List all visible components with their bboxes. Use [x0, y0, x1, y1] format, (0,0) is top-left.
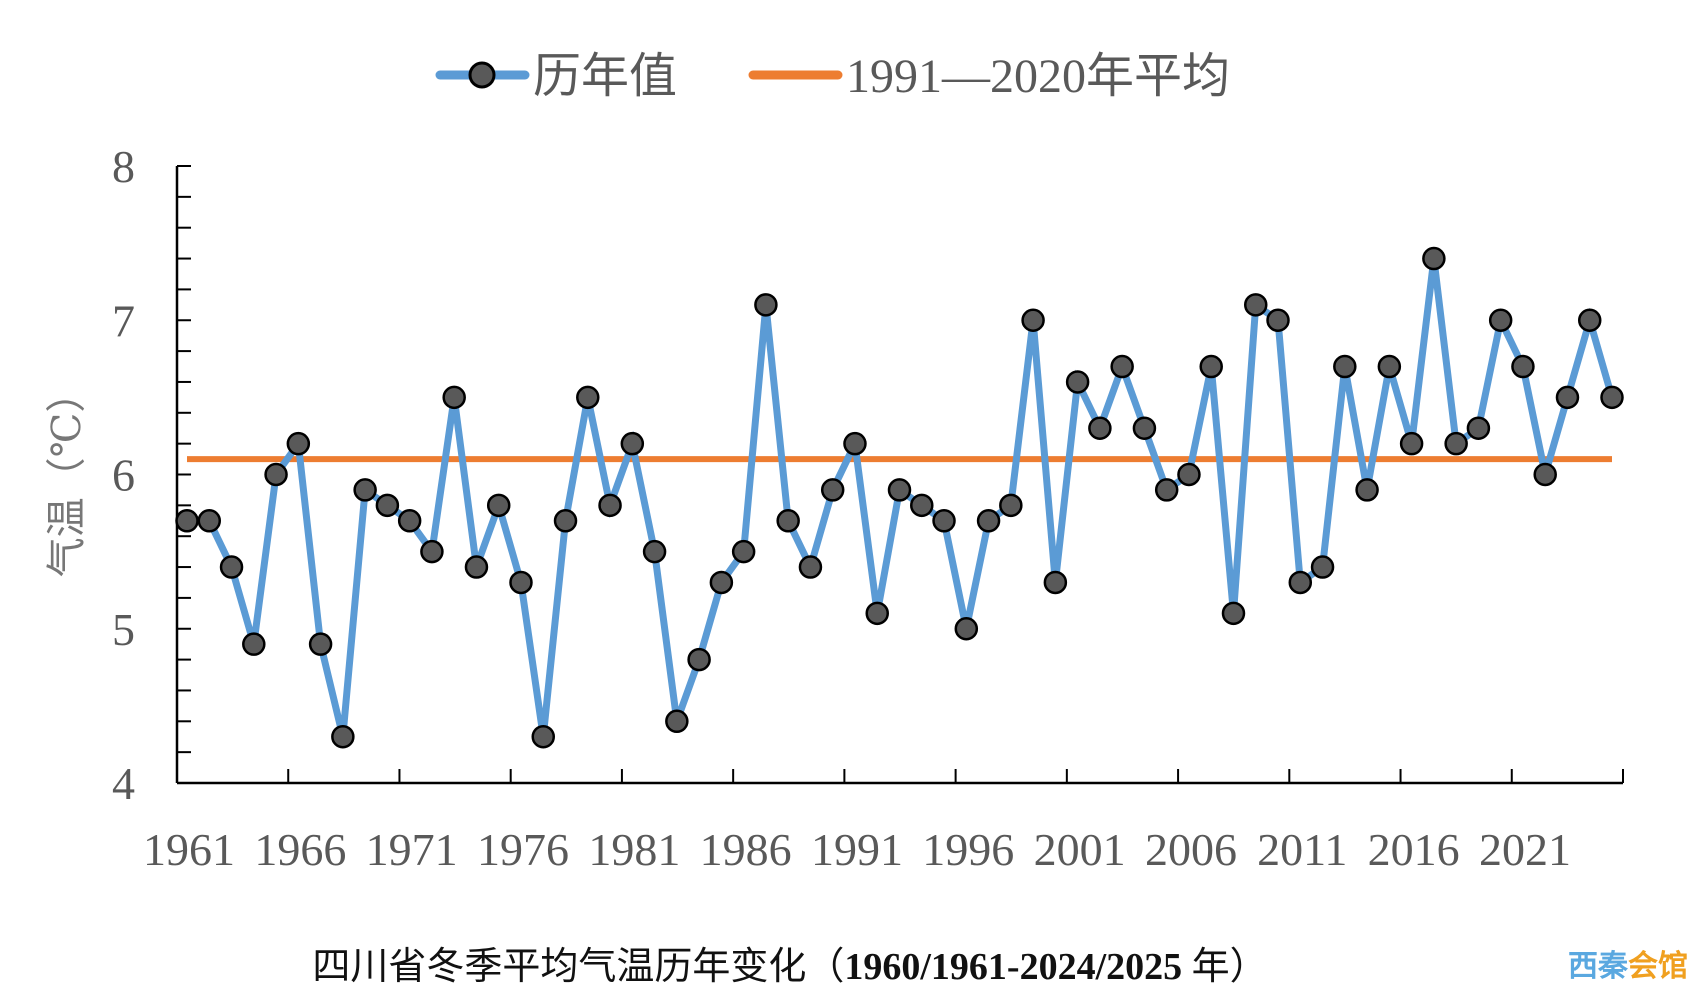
chart-title: 四川省冬季平均气温历年变化（1960/1961-2024/2025 年）	[0, 935, 1580, 990]
x-tick-label: 1961	[143, 824, 235, 875]
data-point-1998	[999, 493, 1023, 518]
plot-area	[175, 246, 1624, 749]
x-tick-label: 1981	[588, 824, 680, 875]
data-point-1979	[576, 385, 600, 410]
data-point-1976	[509, 570, 533, 595]
data-point-1966	[286, 431, 311, 456]
data-point-2023	[1555, 385, 1580, 410]
x-tick-label: 2011	[1257, 824, 1347, 875]
data-point-1961	[175, 509, 199, 533]
data-point-2017	[1422, 246, 1446, 271]
x-tick-label: 1986	[700, 824, 792, 875]
data-point-1993	[887, 478, 912, 502]
y-tick-label: 6	[112, 450, 135, 501]
data-point-2016	[1399, 431, 1424, 456]
data-point-1963	[219, 555, 244, 579]
axes: 4 5 6 7 8 1961 1966 1971 1976 1981 1986 1991 1996 200…	[112, 141, 1624, 875]
x-tick-label: 1966	[254, 824, 346, 875]
data-point-1962	[197, 509, 222, 533]
y-tick-label: 7	[112, 295, 135, 346]
x-tick-label: 1991	[811, 824, 903, 875]
legend-label-average: 1991—2020年平均	[846, 50, 1230, 103]
data-point-2019	[1466, 416, 1491, 440]
data-point-2005	[1154, 478, 1179, 502]
data-point-1973	[442, 385, 466, 410]
data-point-2021	[1511, 354, 1535, 379]
data-point-1990	[820, 478, 845, 502]
data-point-2006	[1177, 462, 1201, 487]
data-point-1978	[553, 509, 578, 533]
data-point-1991	[843, 431, 867, 456]
y-tick-label: 5	[112, 604, 135, 655]
data-point-1968	[331, 724, 355, 749]
y-axis-label: 气温（℃）	[44, 373, 89, 578]
x-tick-label: 2021	[1479, 824, 1571, 875]
title-prefix: 四川省冬季平均气温历年变化（	[312, 946, 845, 988]
data-point-1964	[242, 632, 266, 656]
data-point-1996	[954, 617, 979, 641]
data-point-2015	[1377, 354, 1402, 379]
x-tick-label: 2001	[1034, 824, 1126, 875]
x-tick-label: 1971	[366, 824, 458, 875]
data-point-2020	[1488, 308, 1513, 332]
data-point-2000	[1043, 570, 1068, 595]
legend-label-annual: 历年值	[533, 50, 677, 103]
data-point-2022	[1533, 462, 1557, 487]
title-suffix: 年）	[1182, 946, 1268, 988]
data-point-2003	[1110, 354, 1134, 379]
data-point-2018	[1444, 431, 1468, 456]
data-point-1986	[731, 539, 756, 564]
data-point-2014	[1355, 478, 1379, 502]
data-point-2001	[1065, 370, 1090, 394]
y-tick-label: 4	[112, 758, 135, 809]
data-point-2009	[1244, 293, 1268, 317]
data-point-1972	[420, 539, 444, 564]
data-point-2011	[1288, 570, 1313, 595]
data-point-2012	[1310, 555, 1335, 579]
data-point-1984	[687, 647, 711, 672]
data-point-1989	[798, 555, 823, 579]
data-point-1970	[375, 493, 400, 518]
data-point-1997	[976, 509, 1001, 533]
data-point-2025	[1600, 385, 1624, 410]
x-tick-label: 1996	[922, 824, 1014, 875]
data-point-1988	[776, 509, 800, 533]
title-years: 1960/1961-2024/2025	[844, 946, 1183, 988]
data-point-1999	[1021, 308, 1045, 332]
data-point-2013	[1333, 354, 1357, 379]
data-point-2004	[1132, 416, 1157, 440]
data-point-1965	[264, 462, 288, 487]
data-point-2024	[1577, 308, 1602, 332]
x-tick-label: 2016	[1368, 824, 1460, 875]
data-point-1981	[620, 431, 645, 456]
legend: 历年值 1991—2020年平均	[435, 50, 1230, 103]
data-point-1969	[353, 478, 377, 502]
data-point-1975	[486, 493, 511, 518]
data-point-1967	[308, 632, 333, 656]
data-point-1995	[932, 509, 956, 533]
watermark-logo: 西秦会馆	[1568, 949, 1688, 984]
data-point-2002	[1088, 416, 1112, 440]
legend-marker-annual	[468, 61, 496, 89]
data-point-1977	[531, 724, 555, 749]
y-tick-label: 8	[112, 141, 135, 192]
data-point-1980	[598, 493, 622, 518]
data-point-2007	[1199, 354, 1223, 379]
data-point-1992	[865, 601, 889, 626]
data-point-1994	[910, 493, 934, 518]
x-tick-label: 2006	[1145, 824, 1237, 875]
data-point-2008	[1221, 601, 1246, 626]
data-point-1983	[665, 709, 689, 734]
data-point-2010	[1266, 308, 1290, 332]
data-point-1987	[754, 293, 778, 317]
data-point-1971	[397, 509, 422, 533]
x-tick-label: 1976	[477, 824, 569, 875]
data-point-1982	[642, 539, 667, 564]
data-point-1985	[709, 570, 734, 595]
data-point-1974	[464, 555, 489, 579]
